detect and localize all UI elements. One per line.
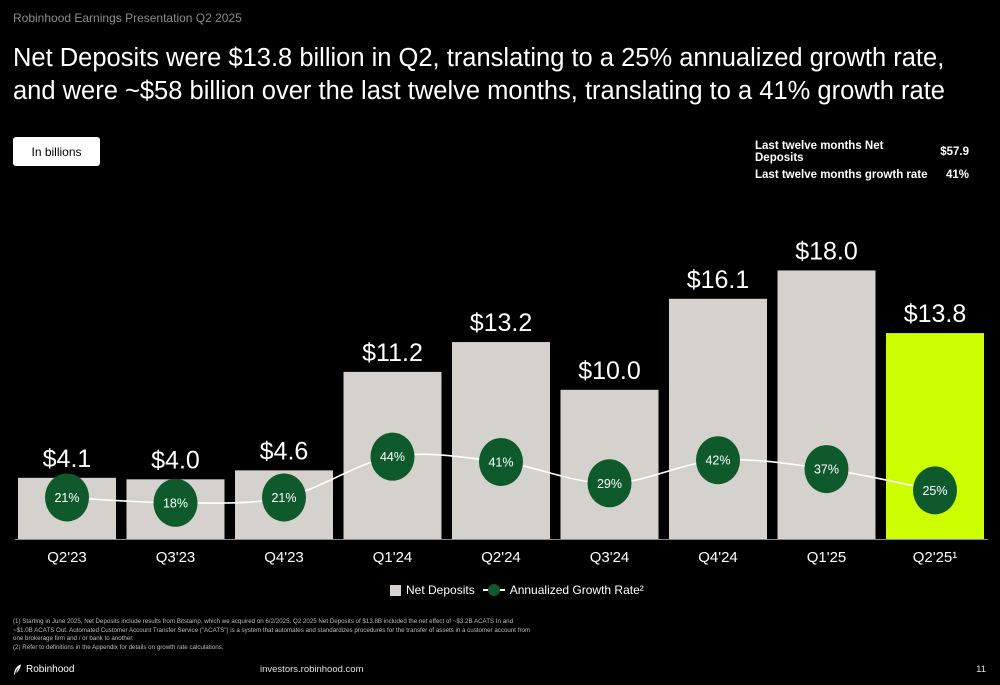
footnotes: (1) Starting in June 2025, Net Deposits … — [13, 618, 533, 652]
growth-rate-label: 21% — [271, 491, 296, 505]
growth-rate-marker — [479, 437, 523, 486]
summary-row-ltm-growth: Last twelve months growth rate 41% — [755, 163, 975, 186]
growth-rate-marker — [370, 432, 415, 481]
legend-swatch-bar — [390, 584, 401, 596]
x-tick-label: Q3'24 — [590, 549, 630, 566]
x-tick-label: Q4'24 — [698, 549, 738, 566]
chart-legend: Net Deposits Annualized Growth Rate² — [390, 583, 644, 597]
summary-row-ltm-deposits: Last twelve months Net Deposits $57.9 — [755, 139, 975, 164]
page-number: 11 — [976, 664, 986, 675]
legend-item-net-deposits: Net Deposits — [390, 583, 475, 597]
growth-rate-marker — [45, 473, 89, 522]
growth-rate-label: 25% — [922, 484, 947, 498]
growth-rate-marker — [804, 445, 849, 494]
presentation-header: Robinhood Earnings Presentation Q2 2025 — [13, 11, 242, 25]
bar-value-label: $13.2 — [470, 309, 533, 337]
x-tick-label: Q4'23 — [264, 549, 304, 566]
growth-rate-label: 41% — [488, 455, 513, 469]
growth-rate-label: 44% — [380, 450, 405, 464]
bar-value-label: $13.8 — [904, 300, 967, 328]
feather-logo-icon — [14, 664, 21, 675]
bar-value-label: $4.6 — [260, 437, 309, 465]
summary-label: Last twelve months growth rate — [755, 168, 928, 181]
bar-value-label: $10.0 — [578, 357, 641, 385]
growth-rate-label: 37% — [814, 463, 839, 477]
legend-label: Annualized Growth Rate² — [509, 583, 644, 597]
summary-value: $57.9 — [940, 145, 969, 158]
growth-rate-marker — [696, 436, 740, 485]
growth-rate-label: 21% — [54, 491, 79, 505]
growth-rate-marker — [587, 459, 632, 508]
bar — [669, 298, 767, 539]
footer-url: investors.robinhood.com — [260, 664, 364, 675]
x-tick-label: Q1'24 — [373, 549, 413, 566]
x-tick-label: Q3'23 — [156, 549, 196, 566]
summary-box: Last twelve months Net Deposits $57.9 La… — [755, 140, 975, 186]
growth-rate-label: 29% — [597, 477, 622, 491]
footnote-2: (2) Refer to definitions in the Appendix… — [13, 643, 224, 651]
summary-label: Last twelve months Net Deposits — [755, 139, 884, 164]
x-tick-label: Q2'25¹ — [913, 549, 958, 566]
x-tick-label: Q2'24 — [481, 549, 521, 566]
x-tick-label: Q2'23 — [47, 549, 87, 566]
unit-badge: In billions — [13, 137, 100, 166]
footer-brand-name: Robinhood — [26, 664, 75, 675]
bar — [777, 270, 876, 539]
bar-value-label: $11.2 — [362, 339, 423, 367]
growth-rate-marker — [153, 478, 198, 527]
growth-rate-label: 18% — [163, 496, 188, 510]
footer-brand: Robinhood — [13, 664, 74, 675]
growth-rate-marker — [913, 466, 957, 515]
legend-label: Net Deposits — [406, 583, 475, 597]
bar-value-label: $4.1 — [43, 445, 92, 473]
bar-value-label: $16.1 — [687, 266, 750, 294]
legend-item-growth-rate: Annualized Growth Rate² — [482, 583, 644, 597]
growth-rate-label: 42% — [705, 454, 730, 468]
footnote-1: (1) Starting in June 2025, Net Deposits … — [13, 618, 531, 642]
summary-value: 41% — [945, 168, 969, 181]
page-title: Net Deposits were $13.8 billion in Q2, t… — [13, 44, 945, 105]
growth-rate-marker — [262, 473, 306, 522]
bar-value-label: $18.0 — [795, 237, 858, 265]
bar-value-label: $4.0 — [151, 446, 200, 474]
x-tick-label: Q1'25 — [807, 549, 847, 566]
legend-swatch-line — [482, 584, 505, 596]
net-deposits-chart: $4.1 Q2'23 $4.0 Q3'23 $4.6 Q4'23 $11.2 Q1'24 $13… — [15, 237, 988, 566]
